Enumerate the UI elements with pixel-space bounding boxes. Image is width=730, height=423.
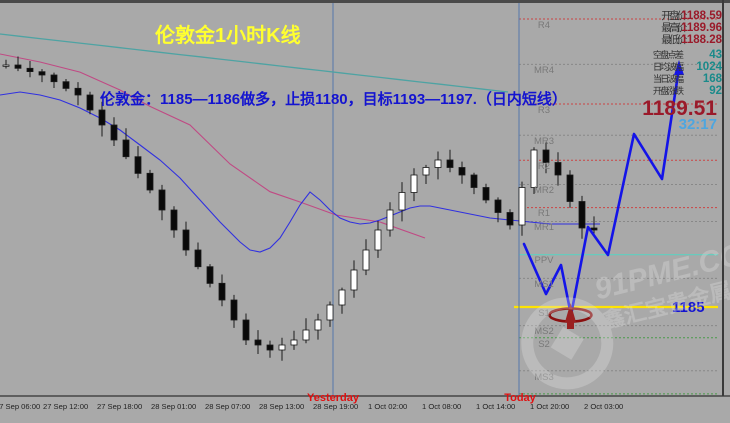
- svg-text:Today: Today: [504, 392, 536, 404]
- svg-text:2 Oct 03:00: 2 Oct 03:00: [584, 402, 623, 411]
- svg-text:92: 92: [709, 85, 722, 97]
- svg-text:MR2: MR2: [534, 185, 554, 196]
- svg-text:1188.59: 1188.59: [681, 10, 722, 22]
- svg-text:Yesterday: Yesterday: [307, 392, 360, 404]
- svg-text:R1: R1: [538, 208, 550, 219]
- svg-text:1189.96: 1189.96: [681, 22, 722, 34]
- svg-text:28 Sep 01:00: 28 Sep 01:00: [151, 402, 196, 411]
- svg-text:差: 差: [675, 49, 684, 60]
- svg-text:1 Oct 02:00: 1 Oct 02:00: [368, 402, 407, 411]
- svg-text:跌: 跌: [675, 86, 684, 96]
- svg-text:S2: S2: [538, 339, 550, 350]
- svg-text:伦敦金1小时K线: 伦敦金1小时K线: [155, 23, 301, 47]
- svg-text:168: 168: [703, 73, 723, 85]
- svg-text:27 Sep 06:00: 27 Sep 06:00: [0, 402, 40, 411]
- svg-text:R4: R4: [538, 20, 550, 31]
- svg-text:MS2: MS2: [534, 326, 554, 337]
- svg-text:32:17: 32:17: [679, 116, 717, 133]
- svg-text:1188.28: 1188.28: [681, 34, 723, 46]
- svg-text:幅: 幅: [675, 73, 684, 84]
- svg-text:MR4: MR4: [534, 65, 554, 76]
- svg-text:1 Oct 20:00: 1 Oct 20:00: [530, 402, 569, 411]
- svg-text:27 Sep 18:00: 27 Sep 18:00: [97, 402, 142, 411]
- svg-text:28 Sep 07:00: 28 Sep 07:00: [205, 402, 250, 411]
- svg-text:MR1: MR1: [534, 222, 554, 233]
- svg-text:R3: R3: [538, 105, 550, 116]
- svg-text:28 Sep 13:00: 28 Sep 13:00: [259, 402, 304, 411]
- svg-text:27 Sep 12:00: 27 Sep 12:00: [43, 402, 88, 411]
- svg-text:1024: 1024: [696, 61, 722, 73]
- svg-text:R2: R2: [538, 161, 550, 172]
- svg-text:伦敦金：1185—1186做多，止损1180，目标1193—: 伦敦金：1185—1186做多，止损1180，目标1193—1197.（日内短线…: [100, 90, 567, 108]
- svg-text:幅: 幅: [675, 61, 684, 72]
- svg-text:PPV: PPV: [534, 255, 554, 266]
- svg-text:1 Oct 08:00: 1 Oct 08:00: [422, 402, 461, 411]
- svg-text:MS1: MS1: [534, 279, 554, 290]
- svg-text:MR3: MR3: [534, 136, 554, 147]
- svg-text:43: 43: [709, 49, 722, 61]
